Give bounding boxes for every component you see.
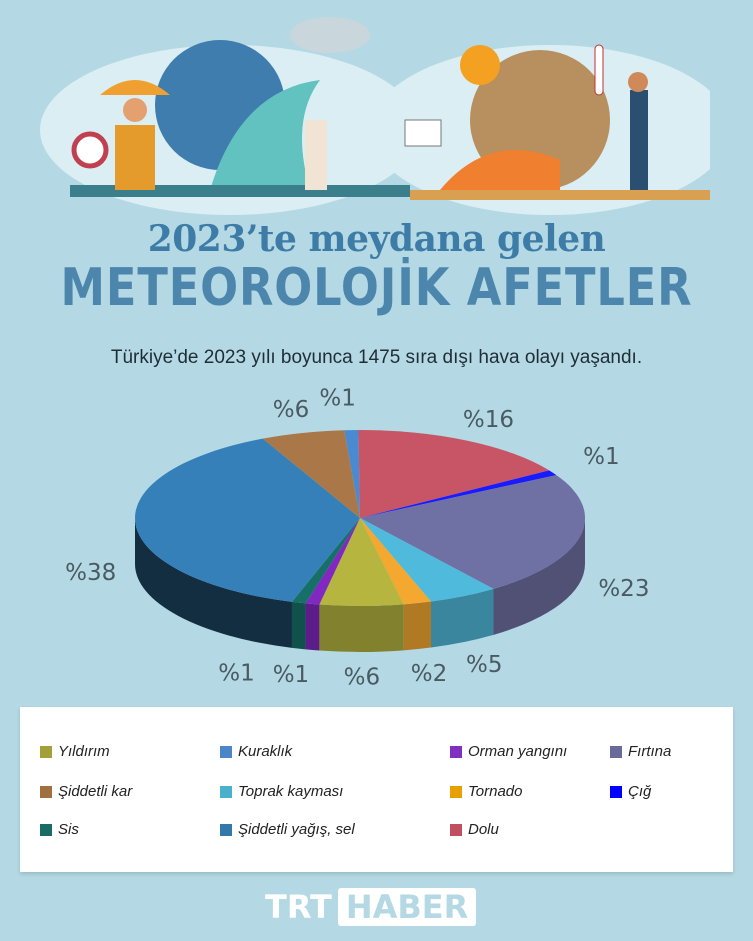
pie-chart: %1 %16 %1 %23 %5 %2 %6 %1 %1 %38 %6	[65, 385, 649, 691]
pie-slice	[291, 518, 360, 604]
pie-side	[319, 604, 404, 652]
legend-swatch	[450, 823, 462, 836]
pie-label: %5	[466, 652, 503, 678]
pie-side	[305, 603, 320, 651]
pie-slice	[360, 475, 585, 589]
pie-slice	[360, 470, 557, 518]
pie-side	[493, 518, 585, 635]
legend-item: Sis	[40, 821, 79, 838]
legend-item: Tornado	[450, 783, 523, 800]
legend-label: Kuraklık	[238, 743, 293, 760]
legend-label: Şiddetli kar	[58, 783, 133, 800]
pie-slice	[134, 438, 360, 602]
legend-swatch	[450, 745, 462, 758]
legend-swatch	[40, 823, 52, 836]
legend-swatch	[220, 785, 232, 798]
pie-label: %1	[273, 662, 310, 688]
legend-label: Dolu	[468, 821, 499, 838]
legend-swatch	[40, 745, 52, 758]
legend-item: Şiddetli yağış, sel	[220, 821, 355, 838]
pie-label: %1	[218, 660, 255, 686]
pie-slice	[305, 518, 360, 605]
pie-side	[431, 588, 494, 648]
pie-label: %6	[344, 665, 381, 691]
title-line-2: METEOROLOJİK AFETLER	[60, 258, 693, 318]
pie-label: %2	[411, 661, 448, 687]
logo-trt: TRT	[265, 888, 332, 926]
pie-slice	[360, 518, 432, 605]
header-illustration	[40, 17, 710, 215]
pie-label: %23	[598, 576, 649, 602]
legend-label: Tornado	[468, 783, 523, 800]
pie-slice	[344, 430, 360, 518]
logo-haber: HABER	[337, 888, 477, 926]
pie-side	[291, 601, 306, 650]
pie-side	[403, 601, 432, 651]
pie-slice	[360, 518, 494, 602]
legend-item: Dolu	[450, 821, 499, 838]
legend-swatch	[610, 785, 622, 798]
legend-swatch	[220, 823, 232, 836]
legend-item: Orman yangını	[450, 743, 567, 760]
legend-item: Fırtına	[610, 743, 671, 760]
legend-item: Çığ	[610, 783, 651, 800]
legend-item: Toprak kayması	[220, 783, 343, 800]
pie-label: %1	[583, 444, 620, 470]
legend-label: Fırtına	[628, 743, 672, 760]
legend-swatch	[610, 745, 622, 758]
pie-slice	[319, 518, 404, 606]
pie-side	[135, 518, 292, 648]
legend-item: Şiddetli kar	[40, 783, 132, 800]
legend-label: Toprak kayması	[238, 783, 344, 800]
drought-heat-illustration	[370, 44, 710, 215]
pie-slice	[262, 430, 360, 518]
pie-slice	[358, 430, 550, 518]
legend-item: Kuraklık	[220, 743, 292, 760]
pie-label: %1	[319, 385, 356, 411]
pie-label: %6	[273, 397, 310, 423]
pie-label: %16	[463, 407, 514, 433]
legend-label: Şiddetli yağış, sel	[238, 821, 355, 838]
flood-storm-illustration	[40, 17, 420, 215]
pie-label: %38	[65, 560, 116, 586]
legend-label: Yıldırım	[58, 743, 110, 760]
legend-label: Sis	[58, 821, 79, 838]
legend-swatch	[450, 785, 462, 798]
legend-label: Çığ	[628, 783, 652, 800]
subtitle: Türkiye’de 2023 yılı boyunca 1475 sıra d…	[110, 347, 643, 368]
legend-label: Orman yangını	[468, 743, 568, 760]
legend-item: Yıldırım	[40, 743, 110, 760]
legend-swatch	[220, 745, 232, 758]
trt-haber-logo: TRT HABER	[265, 888, 477, 926]
legend-swatch	[40, 785, 52, 798]
legend: Yıldırım Şiddetli kar Sis Kuraklık Toprak ka…	[20, 707, 733, 872]
title-line-1: 2023’te meydana gelen	[147, 218, 606, 260]
